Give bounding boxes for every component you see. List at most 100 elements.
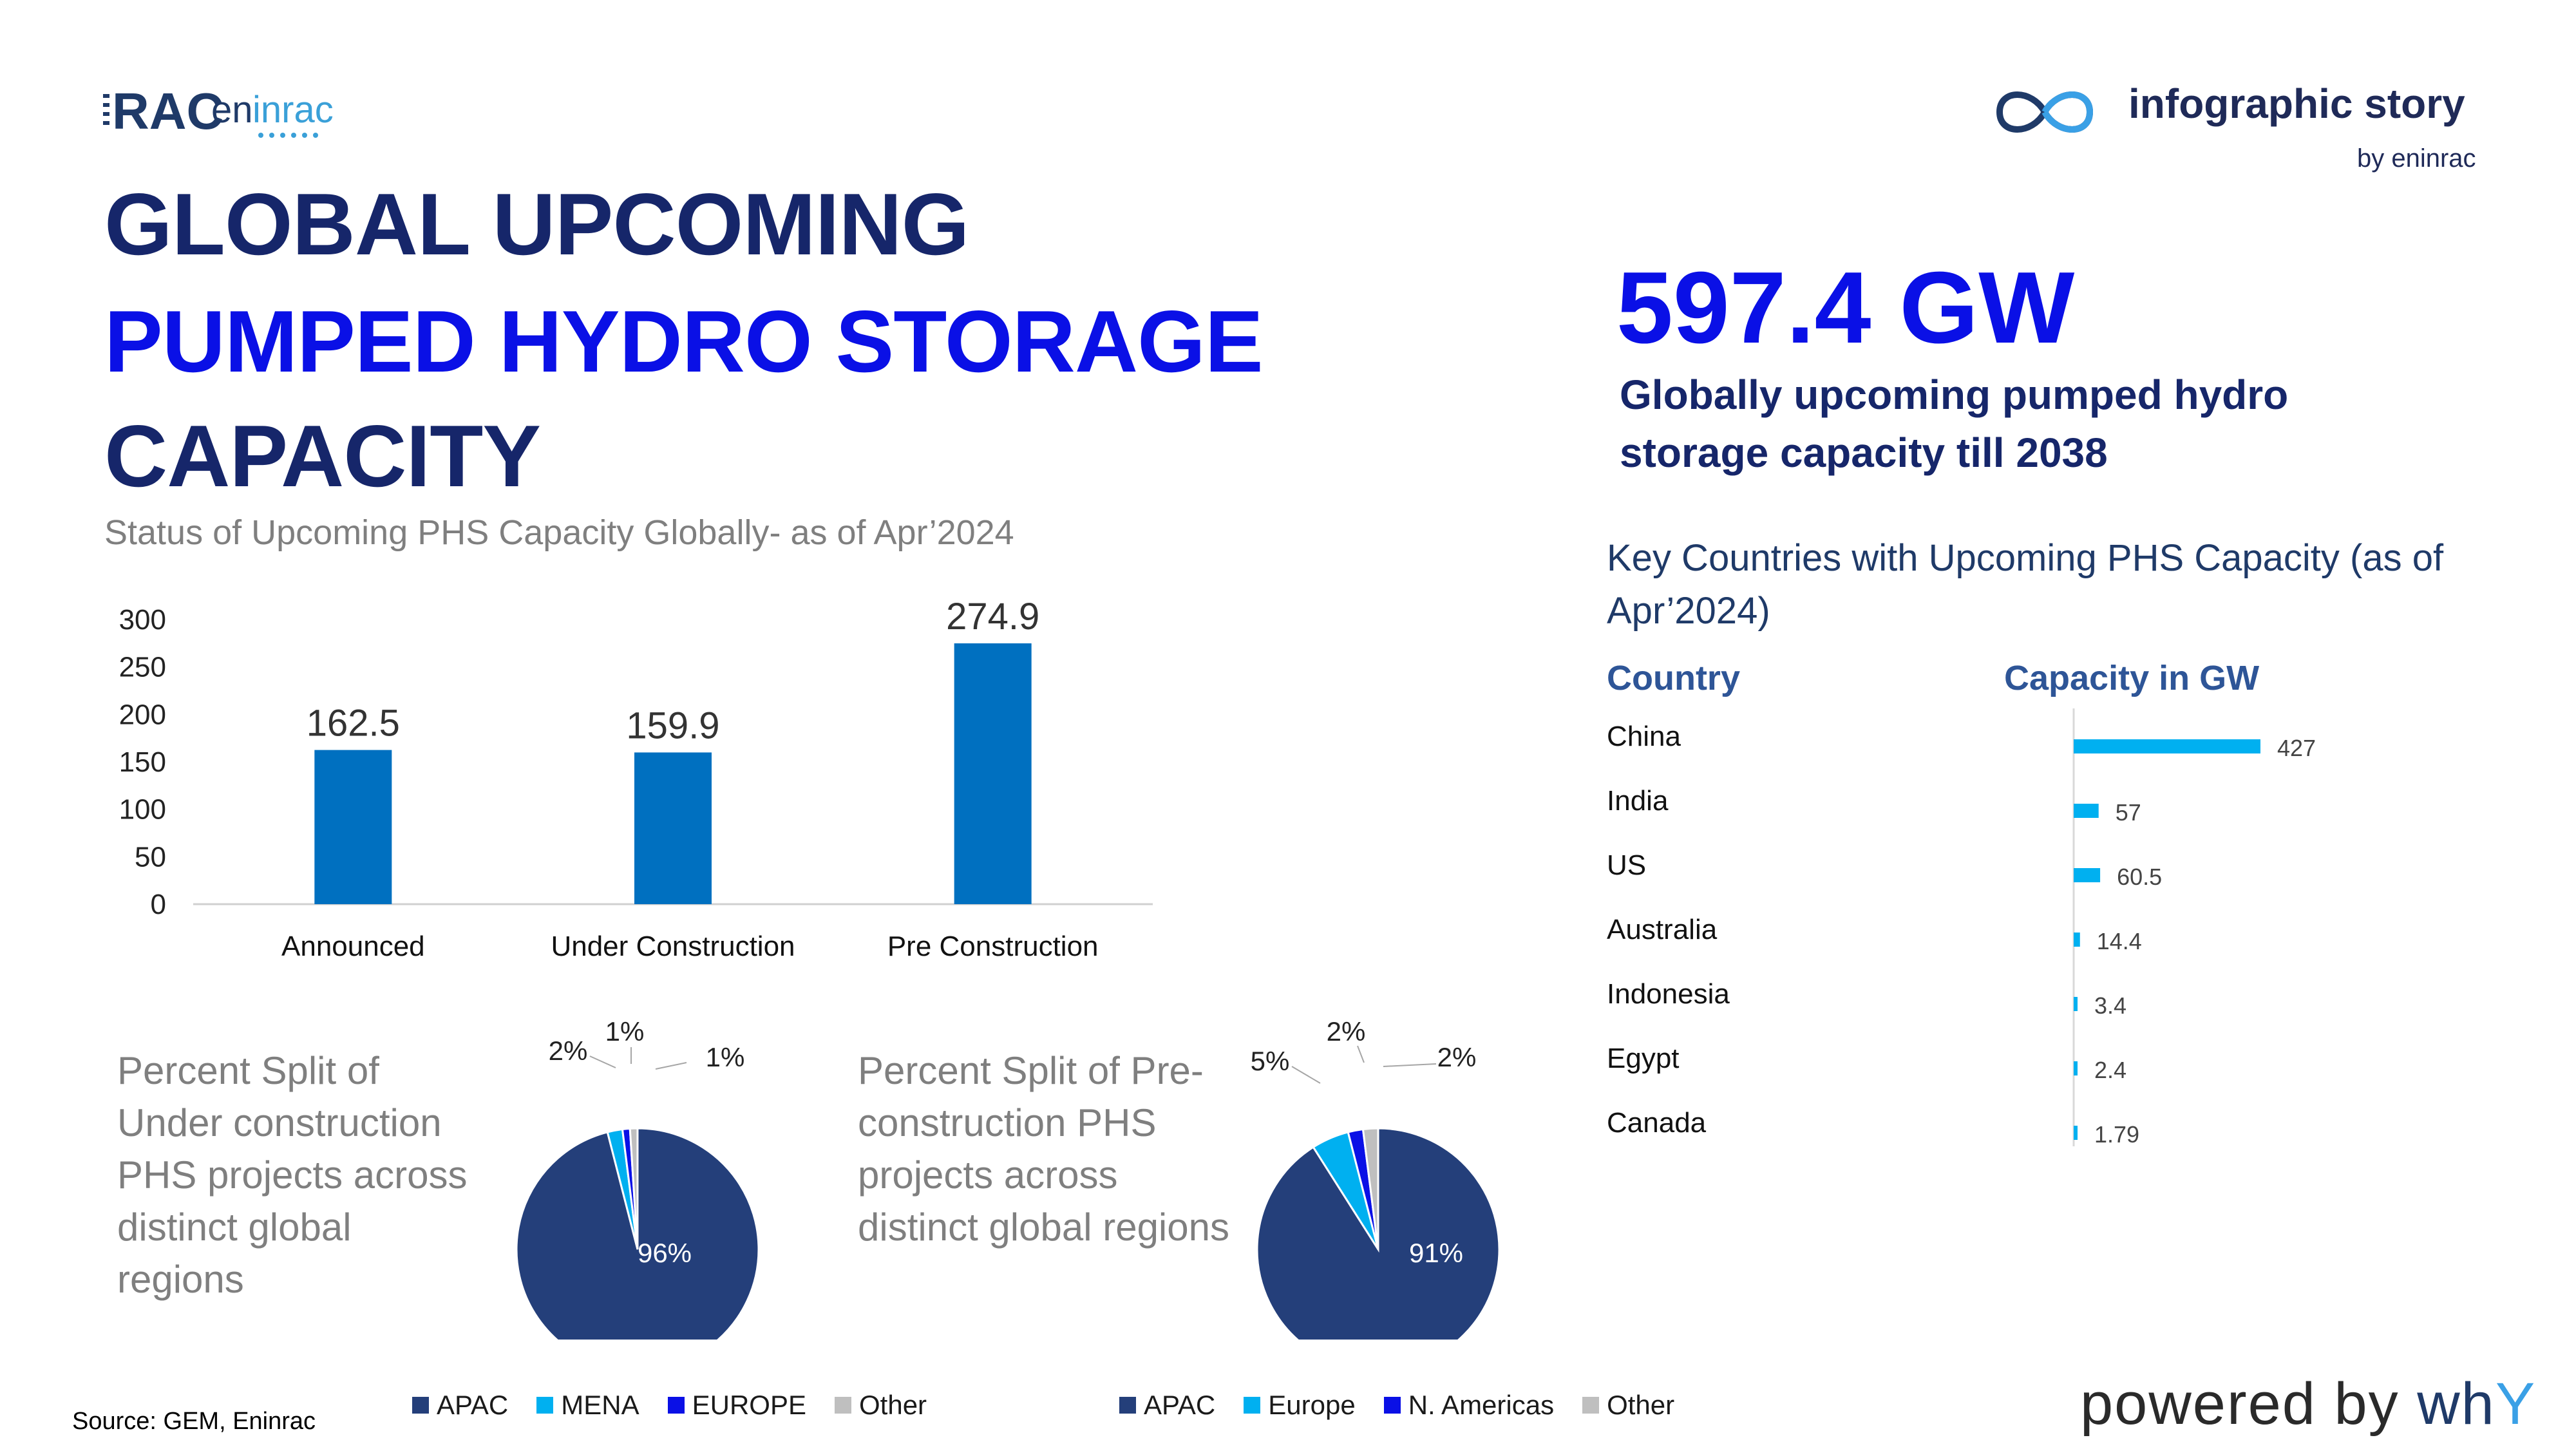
svg-text:en: en [211,89,253,131]
pie1-legend: APAC MENA EUROPE Other [412,1390,955,1421]
y-tick-label-6: 300 [119,604,166,636]
pie2-legend-label-3: Other [1607,1390,1675,1420]
pie2-legend-item-2: N. Americas [1383,1390,1555,1421]
story-subtitle: by eninrac [2357,144,2476,173]
pie2-legend-label-2: N. Americas [1408,1390,1555,1420]
pie2-legend-label-1: Europe [1268,1390,1356,1420]
pie2-data-label-3: 2% [1437,1042,1477,1072]
pie2-leader-1 [1291,1066,1321,1084]
eninrac-logo: RAC en inrac [103,82,334,140]
pie1-legend-label-2: EUROPE [692,1390,806,1420]
country-bar-4 [2074,997,2078,1011]
bar-0 [314,750,392,904]
capacity-column-header: Capacity in GW [2004,659,2260,697]
y-tick-label-3: 150 [119,746,166,778]
country-bar-2 [2074,868,2101,882]
country-value-2: 60.5 [2117,864,2162,890]
y-tick-label-1: 50 [135,841,166,873]
pie2-legend-item-3: Other [1582,1390,1674,1421]
pie1-legend-swatch-1 [536,1397,554,1414]
pre-construction-pie: 91% 5% 2% 2% [1251,1016,1501,1340]
page-title-line2: PUMPED HYDRO STORAGE [104,292,1264,390]
bar-data-label-0: 162.5 [307,703,400,744]
bar-chart-subtitle: Status of Upcoming PHS Capacity Globally… [104,513,1014,552]
country-value-1: 57 [2116,799,2141,826]
country-value-0: 427 [2277,735,2316,761]
pie1-legend-item-1: MENA [536,1390,639,1421]
x-tick-label-1: Under Construction [551,931,795,962]
pie2-legend-swatch-0 [1119,1397,1136,1414]
country-label-1: India [1607,785,1669,817]
pie1-legend-item-0: APAC [412,1390,508,1421]
x-tick-label-2: Pre Construction [887,931,1099,962]
country-column-header: Country [1607,659,1740,697]
source-note: Source: GEM, Eninrac [72,1408,316,1435]
country-value-6: 1.79 [2094,1121,2139,1148]
country-label-3: Australia [1607,914,1718,945]
pie1-legend-item-2: EUROPE [667,1390,806,1421]
powered-by-brand: wh [2417,1371,2496,1437]
country-label-2: US [1607,849,1646,881]
page-title-line3: CAPACITY [104,407,541,505]
country-label-4: Indonesia [1607,978,1730,1010]
y-tick-label-5: 250 [119,652,166,683]
pie2-leader-3 [1383,1063,1437,1067]
pie2-legend-label-0: APAC [1144,1390,1216,1420]
country-label-5: Egypt [1607,1043,1680,1074]
country-chart-title: Key Countries with Upcoming PHS Capacity… [1607,537,2444,632]
pie1-leader-1 [589,1056,616,1068]
pie2-legend-swatch-1 [1244,1397,1261,1414]
powered-by-brand-y: Y [2495,1371,2537,1437]
pie1-legend-label-3: Other [859,1390,927,1420]
country-bar-5 [2074,1061,2078,1075]
story-title: infographic story [2128,80,2465,127]
bar-2 [954,643,1032,904]
y-tick-label-0: 0 [151,889,166,920]
svg-text:inrac: inrac [252,89,334,131]
pie2-data-label-1: 5% [1251,1046,1290,1076]
pie2-legend-swatch-3 [1582,1397,1600,1414]
pie1-data-label-3: 1% [706,1042,745,1072]
pie1-slice-3 [629,1127,639,1250]
pie1-legend-swatch-3 [835,1397,851,1414]
country-bar-3 [2074,933,2080,947]
pie1-description: Percent Split of Under construction PHS … [117,1049,468,1301]
pie2-legend-item-1: Europe [1244,1390,1356,1421]
bar-data-label-1: 159.9 [626,705,719,746]
country-value-4: 3.4 [2094,992,2126,1019]
pie2-slice-3 [1361,1127,1379,1250]
y-tick-label-2: 100 [119,794,166,826]
country-bar-chart: China 427 India 57 US 60.5 Australia 14.4 Indone… [1607,708,2316,1148]
pie2-legend-swatch-2 [1383,1397,1401,1414]
pie1-legend-label-1: MENA [561,1390,639,1420]
pie1-legend-item-3: Other [835,1390,927,1421]
country-bar-6 [2074,1126,2078,1140]
pie1-data-label-1: 2% [549,1036,588,1066]
pie2-data-label-2: 2% [1327,1016,1366,1046]
pie2-data-label-0: 91% [1409,1238,1463,1268]
country-value-3: 14.4 [2097,928,2142,954]
kpi-value: 597.4 GW [1616,251,2075,365]
pie2-legend: APAC Europe N. Americas Other [1119,1390,1703,1421]
pie2-description: Percent Split of Pre-construction PHS pr… [858,1049,1230,1249]
powered-by-logo: powered by whY [2080,1370,2536,1438]
pie2-legend-item-0: APAC [1119,1390,1215,1421]
country-bar-1 [2074,804,2099,818]
country-label-6: Canada [1607,1107,1707,1139]
x-tick-label-0: Announced [281,931,425,962]
bar-data-label-2: 274.9 [946,596,1039,638]
kpi-caption: Globally upcoming pumped hydro storage c… [1620,372,2289,476]
country-label-0: China [1607,721,1681,752]
pie1-leader-3 [655,1062,687,1070]
status-bar-chart: 0 50 100 150 200 250 300 162.5 Announced 159.9 Und… [119,596,1153,962]
page-title-line1: GLOBAL UPCOMING [104,175,969,273]
powered-by-prefix: powered by [2080,1371,2418,1437]
pie1-data-label-2: 1% [605,1016,645,1046]
svg-text:RAC: RAC [112,82,223,140]
country-value-5: 2.4 [2094,1057,2126,1083]
y-tick-label-4: 200 [119,699,166,730]
pie1-legend-swatch-2 [667,1397,685,1414]
pie1-data-label-0: 96% [638,1238,692,1268]
bar-1 [634,752,712,904]
pie1-legend-swatch-0 [412,1397,429,1414]
